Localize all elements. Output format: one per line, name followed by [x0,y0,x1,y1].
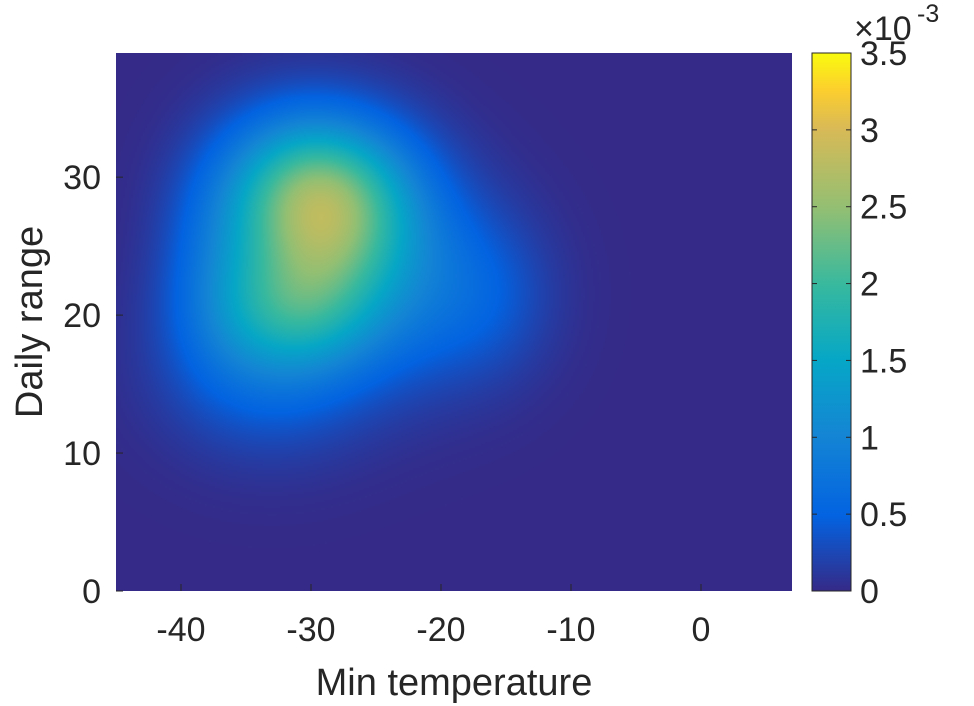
plot-area [116,53,792,591]
y-axis-ticks: 0 10 20 30 [63,159,123,611]
colorbar-tick-label: 0.5 [860,496,907,534]
colorbar: 0 0.5 1 1.5 2 2.5 3 3.5 ×10 -3 [811,0,939,611]
colorbar-tick-label: 3.5 [860,35,907,73]
y-tick-label: 30 [63,159,101,197]
y-tick-label: 20 [63,297,101,335]
x-axis-ticks: -40 -30 -20 -10 0 [156,584,710,649]
colorbar-tick-label: 1.5 [860,342,907,380]
y-tick-label: 10 [63,435,101,473]
colorbar-tick-label: 3 [860,112,879,150]
x-tick-label: -10 [546,611,595,649]
y-tick-label: 0 [82,573,101,611]
y-axis-label: Daily range [9,226,51,418]
x-tick-label: -40 [156,611,205,649]
colorbar-multiplier: ×10 [854,10,912,48]
x-tick-label: -20 [416,611,465,649]
colorbar-tick-label: 2 [860,266,879,304]
colorbar-gradient [811,52,852,592]
x-axis-label: Min temperature [316,662,593,704]
x-tick-label: 0 [692,611,711,649]
heatmap-image [116,53,792,591]
colorbar-tick-label: 0 [860,573,879,611]
colorbar-tick-label: 1 [860,419,879,457]
colorbar-exponent: -3 [917,0,939,28]
colorbar-ticks: 0 0.5 1 1.5 2 2.5 3 3.5 [812,35,907,611]
colorbar-tick-label: 2.5 [860,189,907,227]
x-tick-label: -30 [286,611,335,649]
